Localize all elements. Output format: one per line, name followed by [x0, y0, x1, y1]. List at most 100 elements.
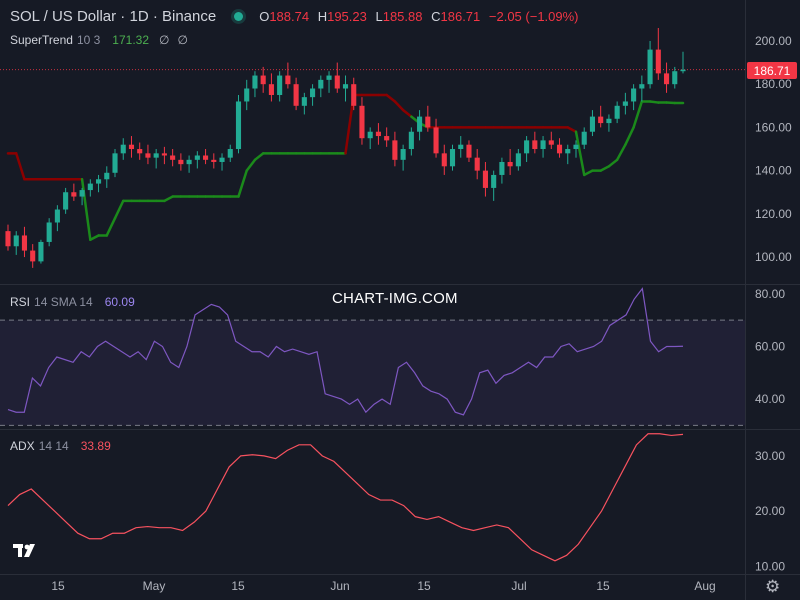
supertrend-value: 171.32: [112, 33, 149, 47]
price-axis-tick-label: 100.00: [755, 250, 792, 264]
rsi-name: RSI: [10, 295, 31, 309]
candle-body: [573, 144, 579, 150]
supertrend-segment: [237, 169, 248, 198]
candle-body: [79, 190, 85, 197]
close-value: 186.71: [440, 8, 481, 24]
candle-body: [565, 149, 571, 154]
candle-body: [351, 84, 357, 106]
rsi-band-fill: [0, 320, 745, 426]
candle-body: [400, 149, 406, 160]
rsi-axis-tick-label: 40.00: [755, 392, 785, 406]
low-label: L: [375, 8, 383, 24]
candle-body: [548, 140, 554, 145]
supertrend-segment: [163, 195, 174, 203]
candle-body: [161, 153, 167, 156]
supertrend-segment: [80, 178, 92, 242]
price-axis-tick-label: 180.00: [755, 77, 792, 91]
candle-body: [342, 84, 349, 89]
candle-body: [680, 69, 686, 72]
candle-body: [589, 116, 596, 132]
gear-icon[interactable]: ⚙: [765, 577, 781, 596]
candle-body: [631, 88, 637, 102]
supertrend-segment: [607, 158, 619, 168]
adx-name: ADX: [10, 439, 35, 453]
chart-header: SOL / US Dollar · 1D · Binance O188.74 H…: [10, 6, 584, 26]
candle-body: [491, 174, 497, 188]
candle-body: [170, 155, 176, 160]
candle-body: [474, 157, 480, 171]
supertrend-segment: [599, 165, 611, 172]
candle-body: [87, 183, 93, 191]
candle-body: [433, 127, 439, 154]
candle-body: [655, 49, 661, 74]
candle-body: [203, 155, 209, 160]
candle-body: [235, 101, 242, 150]
market-status-icon: [234, 11, 244, 21]
close-label: C: [431, 8, 441, 24]
candle-body: [219, 157, 225, 162]
supertrend-segment: [624, 126, 635, 146]
candle-body: [663, 73, 670, 85]
supertrend-params: 10 3: [76, 33, 101, 47]
candle-body: [581, 131, 587, 145]
adx-value: 33.89: [80, 439, 111, 453]
supertrend-segment: [385, 93, 397, 103]
candle-body: [614, 105, 620, 119]
candle-body: [252, 75, 258, 89]
tradingview-logo-icon[interactable]: [12, 540, 40, 562]
ohlc-readout: O188.74 H195.23 L185.88 C186.71 −2.05 (−…: [259, 9, 583, 24]
candle-body: [639, 84, 645, 89]
time-axis-tick-label: Jun: [330, 579, 349, 593]
candle-body: [178, 159, 184, 165]
candle-body: [598, 116, 604, 124]
adx-axis-tick-label: 30.00: [755, 449, 785, 463]
candle-body: [532, 140, 538, 150]
supertrend-segment: [632, 100, 644, 129]
candle-body: [260, 75, 266, 85]
time-axis-tick-label: 15: [596, 579, 610, 593]
empty-set-icon: ∅: [159, 33, 170, 47]
supertrend-segment: [401, 108, 413, 118]
candle-body: [458, 144, 464, 150]
supertrend-segment: [253, 152, 265, 162]
candle-body: [293, 84, 299, 106]
supertrend-segment: [615, 143, 627, 162]
candle-body: [38, 241, 44, 262]
candle-body: [186, 159, 192, 165]
supertrend-segment: [566, 126, 578, 133]
candle-body: [334, 75, 340, 89]
candle-body: [482, 170, 488, 188]
supertrend-segment: [113, 199, 125, 220]
last-price-tag: 186.71: [747, 62, 797, 79]
candle-body: [367, 131, 373, 139]
rsi-value: 60.09: [104, 295, 135, 309]
adx-legend[interactable]: ADX 14 14 33.89: [10, 438, 111, 454]
candle-body: [556, 144, 563, 154]
time-axis-tick-label: 15: [51, 579, 65, 593]
supertrend-legend[interactable]: SuperTrend 10 3 171.32 ∅ ∅: [10, 32, 196, 48]
candle-body: [211, 159, 217, 162]
candle-body: [112, 153, 118, 173]
change-value: −2.05 (−1.09%): [488, 8, 579, 24]
supertrend-segment: [89, 234, 100, 242]
candle-body: [441, 153, 447, 167]
candle-body: [301, 97, 307, 106]
supertrend-segment: [582, 169, 594, 177]
time-axis-tick-label: Aug: [694, 579, 715, 593]
time-axis-tick-label: Jul: [511, 579, 526, 593]
candle-body: [318, 79, 324, 89]
symbol-title[interactable]: SOL / US Dollar · 1D · Binance: [10, 7, 217, 25]
candle-body: [515, 153, 521, 167]
rsi-axis-tick-label: 60.00: [755, 339, 785, 353]
rsi-legend[interactable]: RSI 14 SMA 14 60.09: [10, 294, 135, 310]
price-axis-tick-label: 160.00: [755, 120, 792, 134]
candle-body: [227, 149, 233, 158]
supertrend-segment: [393, 100, 405, 112]
rsi-params: 14 SMA 14: [34, 295, 93, 309]
candle-body: [30, 250, 36, 262]
price-axis-tick-label: 200.00: [755, 34, 792, 48]
candle-body: [499, 161, 505, 175]
adx-params: 14 14: [38, 439, 69, 453]
low-value: 185.88: [382, 8, 423, 24]
